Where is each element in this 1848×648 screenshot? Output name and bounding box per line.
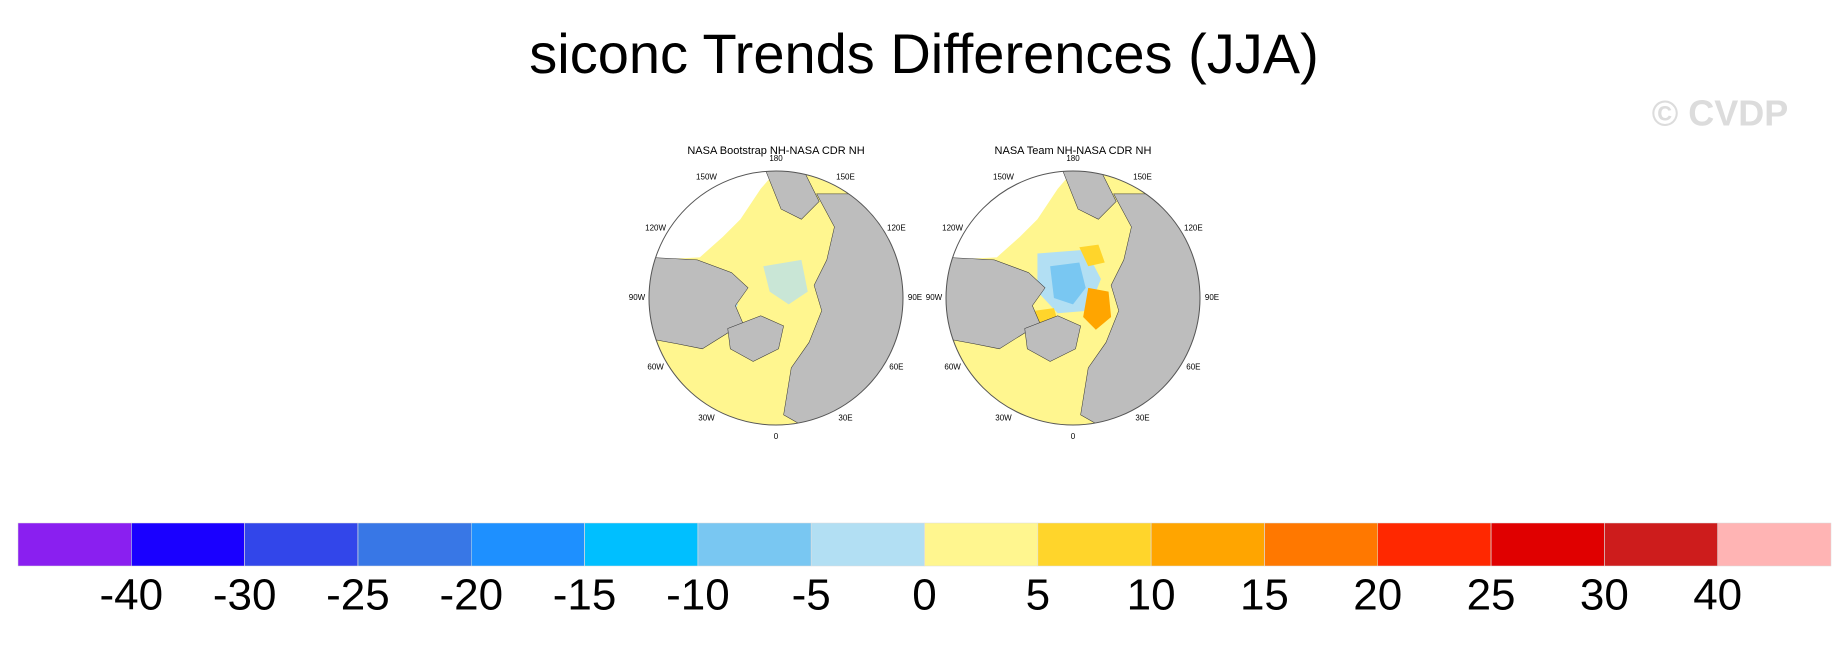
colorbar-box bbox=[471, 522, 585, 567]
colorbar-label: -15 bbox=[553, 571, 617, 620]
colorbar-label: -20 bbox=[439, 571, 503, 620]
lon-label: 60E bbox=[889, 363, 903, 372]
colorbar-box bbox=[357, 522, 472, 567]
lon-label: 150E bbox=[1133, 173, 1152, 182]
anomaly bbox=[1079, 244, 1105, 267]
polar-map bbox=[648, 170, 904, 426]
lon-label: 30E bbox=[1135, 413, 1149, 422]
lon-label: 90W bbox=[926, 293, 943, 302]
lon-label: 60W bbox=[944, 363, 961, 372]
colorbar-box bbox=[1264, 522, 1378, 567]
colorbar-box bbox=[1377, 522, 1492, 567]
colorbar-label: 20 bbox=[1353, 571, 1402, 620]
lon-label: 0 bbox=[774, 432, 779, 441]
colorbar-label: -10 bbox=[666, 571, 730, 620]
colorbar-label: 0 bbox=[912, 571, 936, 620]
colorbar-label: -30 bbox=[213, 571, 277, 620]
colorbar-box bbox=[244, 522, 359, 567]
lon-label: 120W bbox=[942, 224, 963, 233]
lon-label: 90E bbox=[908, 293, 922, 302]
colorbar-box bbox=[924, 522, 1039, 567]
colorbar-label: 40 bbox=[1693, 571, 1742, 620]
colorbar-label: 10 bbox=[1127, 571, 1176, 620]
colorbar-box bbox=[17, 522, 132, 567]
colorbar-label: 25 bbox=[1467, 571, 1516, 620]
colorbar-box bbox=[1037, 522, 1152, 567]
colorbar-box bbox=[810, 522, 925, 567]
lon-label: 180 bbox=[769, 154, 783, 163]
lon-label: 0 bbox=[1071, 432, 1076, 441]
colorbar-box bbox=[1604, 522, 1718, 567]
lon-label: 60W bbox=[647, 363, 664, 372]
land bbox=[1024, 315, 1081, 362]
colorbar-label: -25 bbox=[326, 571, 390, 620]
title: siconc Trends Differences (JJA) bbox=[529, 22, 1318, 85]
colorbar-box bbox=[1150, 522, 1265, 567]
lon-label: 180 bbox=[1066, 154, 1080, 163]
lon-label: 150E bbox=[836, 173, 855, 182]
polar-map bbox=[945, 170, 1201, 426]
anomaly bbox=[763, 259, 808, 305]
lon-label: 30W bbox=[698, 413, 715, 422]
lon-label: 120E bbox=[1184, 224, 1203, 233]
land bbox=[765, 171, 820, 220]
lon-label: 90E bbox=[1205, 293, 1219, 302]
colorbar-box bbox=[131, 522, 245, 567]
lon-label: 150W bbox=[696, 173, 717, 182]
map-outline bbox=[648, 170, 904, 426]
colorbar-label: -40 bbox=[100, 571, 164, 620]
map-outline bbox=[945, 170, 1201, 426]
lon-label: 90W bbox=[629, 293, 646, 302]
colorbar-label: 30 bbox=[1580, 571, 1629, 620]
panel-title: NASA Team NH-NASA CDR NH bbox=[995, 145, 1152, 157]
colorbar-box bbox=[1490, 522, 1605, 567]
colorbar-box bbox=[697, 522, 812, 567]
lon-label: 120E bbox=[887, 224, 906, 233]
colorbar-label: 15 bbox=[1240, 571, 1289, 620]
lon-label: 30E bbox=[838, 413, 852, 422]
map-content bbox=[649, 171, 903, 425]
panel-title: NASA Bootstrap NH-NASA CDR NH bbox=[687, 145, 864, 157]
colorbar-label: 5 bbox=[1026, 571, 1050, 620]
land bbox=[1080, 193, 1200, 425]
land bbox=[1062, 171, 1117, 220]
lon-label: 150W bbox=[993, 173, 1014, 182]
colorbar-box bbox=[584, 522, 699, 567]
map-content bbox=[946, 171, 1200, 425]
lon-label: 30W bbox=[995, 413, 1012, 422]
land bbox=[783, 193, 903, 425]
watermark: © CVDP bbox=[1652, 93, 1789, 134]
anomaly bbox=[1083, 287, 1112, 330]
colorbar-label: -5 bbox=[792, 571, 831, 620]
anomaly bbox=[1050, 262, 1086, 305]
lon-label: 60E bbox=[1186, 363, 1200, 372]
lon-label: 120W bbox=[645, 224, 666, 233]
land bbox=[727, 315, 784, 362]
colorbar-box bbox=[1717, 522, 1832, 567]
